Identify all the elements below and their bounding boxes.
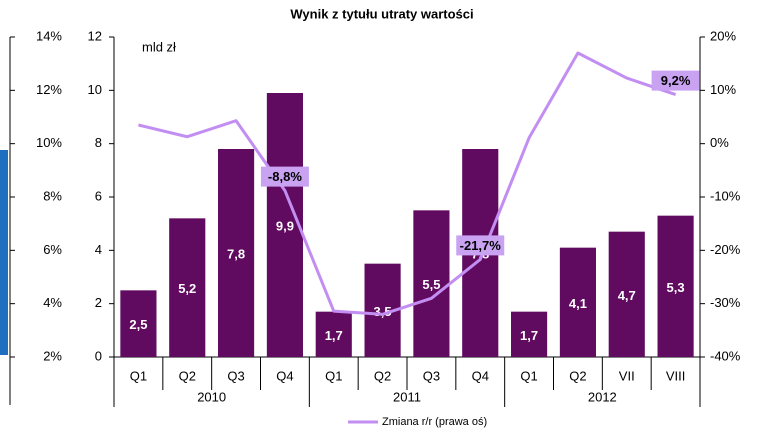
line-value-label: -8,8% <box>268 169 302 184</box>
neighbor-chart-bar <box>0 150 8 355</box>
y-tick-label: 6% <box>43 242 62 257</box>
bar <box>120 290 157 357</box>
x-tick-label: Q4 <box>472 368 489 383</box>
x-tick-label: VII <box>619 368 635 383</box>
bar <box>266 93 303 357</box>
y-tick-label: 14% <box>36 28 62 43</box>
y2-tick-label: -10% <box>710 188 741 203</box>
bar-value-label: 7,8 <box>227 246 245 261</box>
y2-tick-label: 0% <box>710 135 729 150</box>
legend-label: Zmiana r/r (prawa oś) <box>382 416 487 428</box>
y-tick-label: 4 <box>95 242 102 257</box>
x-tick-label: Q2 <box>569 368 586 383</box>
bar <box>657 215 694 357</box>
bar <box>413 210 450 357</box>
x-tick-label: Q2 <box>179 368 196 383</box>
x-tick-label: Q1 <box>325 368 342 383</box>
line-label-box <box>456 235 505 256</box>
bar-value-label: 9,9 <box>276 218 294 233</box>
line-label-box <box>651 70 700 91</box>
chart-title: Wynik z tytułu utraty wartości <box>290 6 473 21</box>
x-tick-label: Q4 <box>276 368 293 383</box>
y-tick-label: 8 <box>95 135 102 150</box>
line <box>138 51 677 316</box>
line-value-label: -21,7% <box>460 238 502 253</box>
group-label: 2011 <box>393 389 421 404</box>
y-tick-label: 2 <box>95 295 102 310</box>
bar <box>511 311 548 357</box>
bar-value-label: 5,5 <box>422 277 440 292</box>
group-label: 2012 <box>588 389 617 404</box>
x-tick-label: Q3 <box>423 368 440 383</box>
y-tick-label: 12 <box>88 28 102 43</box>
bar <box>559 247 596 357</box>
y-tick-label: 12% <box>36 82 62 97</box>
x-tick-label: Q3 <box>227 368 244 383</box>
bar <box>315 311 352 357</box>
bar-value-label: 4,7 <box>618 288 636 303</box>
y-tick-label: 6 <box>95 188 102 203</box>
y2-tick-label: -20% <box>710 242 741 257</box>
y2-tick-label: -40% <box>710 348 741 363</box>
y2-tick-label: 20% <box>710 28 736 43</box>
x-tick-label: Q1 <box>130 368 147 383</box>
x-tick-label: Q1 <box>520 368 537 383</box>
bar <box>218 149 255 357</box>
y2-tick-label: -30% <box>710 295 741 310</box>
y-tick-label: 4% <box>43 295 62 310</box>
bar-value-label: 1,7 <box>325 328 343 343</box>
x-tick-label: VIII <box>666 368 686 383</box>
y-tick-label: 10 <box>88 82 102 97</box>
line-label-box <box>260 166 309 187</box>
bar <box>169 218 206 357</box>
y-tick-label: 8% <box>43 188 62 203</box>
bar-value-label: 2,5 <box>129 317 147 332</box>
bar <box>608 231 645 357</box>
line-value-label: 9,2% <box>661 73 691 88</box>
bar-value-label: 4,1 <box>569 296 587 311</box>
y-tick-label: 2% <box>43 348 62 363</box>
y2-tick-label: 10% <box>710 82 736 97</box>
bar-value-label: 1,7 <box>520 328 538 343</box>
bar-value-label: 5,3 <box>667 280 685 295</box>
y-tick-label: 10% <box>36 135 62 150</box>
bar-value-label: 5,2 <box>178 281 196 296</box>
group-label: 2010 <box>197 389 226 404</box>
y-tick-label: 0 <box>95 348 102 363</box>
unit-note: mld zł <box>142 39 176 54</box>
x-tick-label: Q2 <box>374 368 391 383</box>
